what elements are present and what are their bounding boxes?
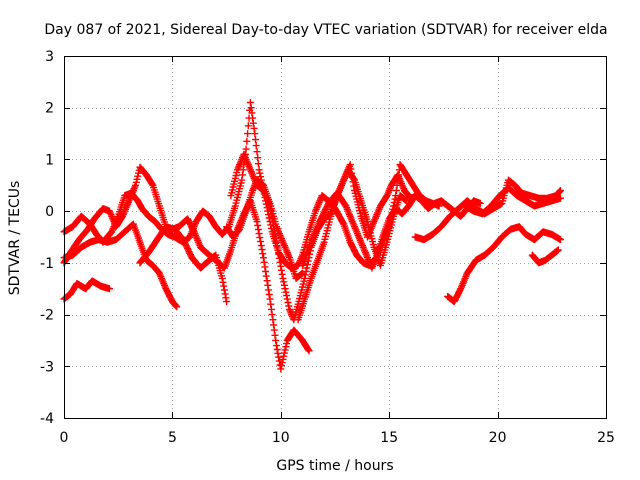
y-tick-label: -4 xyxy=(40,411,54,427)
y-tick-label: -2 xyxy=(40,308,54,324)
y-tick-label: 2 xyxy=(45,101,54,117)
series-arc-9 xyxy=(299,161,443,272)
series-layer xyxy=(60,99,564,373)
x-tick-label: 5 xyxy=(168,430,177,446)
y-axis-label: SDTVAR / TECUs xyxy=(7,181,23,296)
series-arc-13 xyxy=(528,246,562,267)
series-arc-1 xyxy=(60,277,113,303)
series-arc-3 xyxy=(60,99,484,272)
plot-frame xyxy=(64,56,607,419)
y-tick-label: 0 xyxy=(45,204,54,220)
x-tick-label: 25 xyxy=(597,430,615,446)
y-tick-label: 1 xyxy=(45,152,54,168)
y-tick-label: -1 xyxy=(40,256,54,272)
x-tick-label: 0 xyxy=(60,430,69,446)
x-axis-label: GPS time / hours xyxy=(276,458,393,474)
series-arc-5 xyxy=(136,223,231,306)
series-arc-11 xyxy=(444,223,564,306)
x-tick-label: 20 xyxy=(489,430,507,446)
series-arc-12 xyxy=(461,184,564,218)
chart-title: Day 087 of 2021, Sidereal Day-to-day VTE… xyxy=(44,22,607,38)
x-tick-label: 15 xyxy=(380,430,398,446)
y-tick-label: 3 xyxy=(45,49,54,65)
series-arc-8 xyxy=(294,161,428,324)
y-tick-label: -3 xyxy=(40,359,54,375)
x-tick-label: 10 xyxy=(272,430,290,446)
series-arc-2 xyxy=(60,163,313,373)
